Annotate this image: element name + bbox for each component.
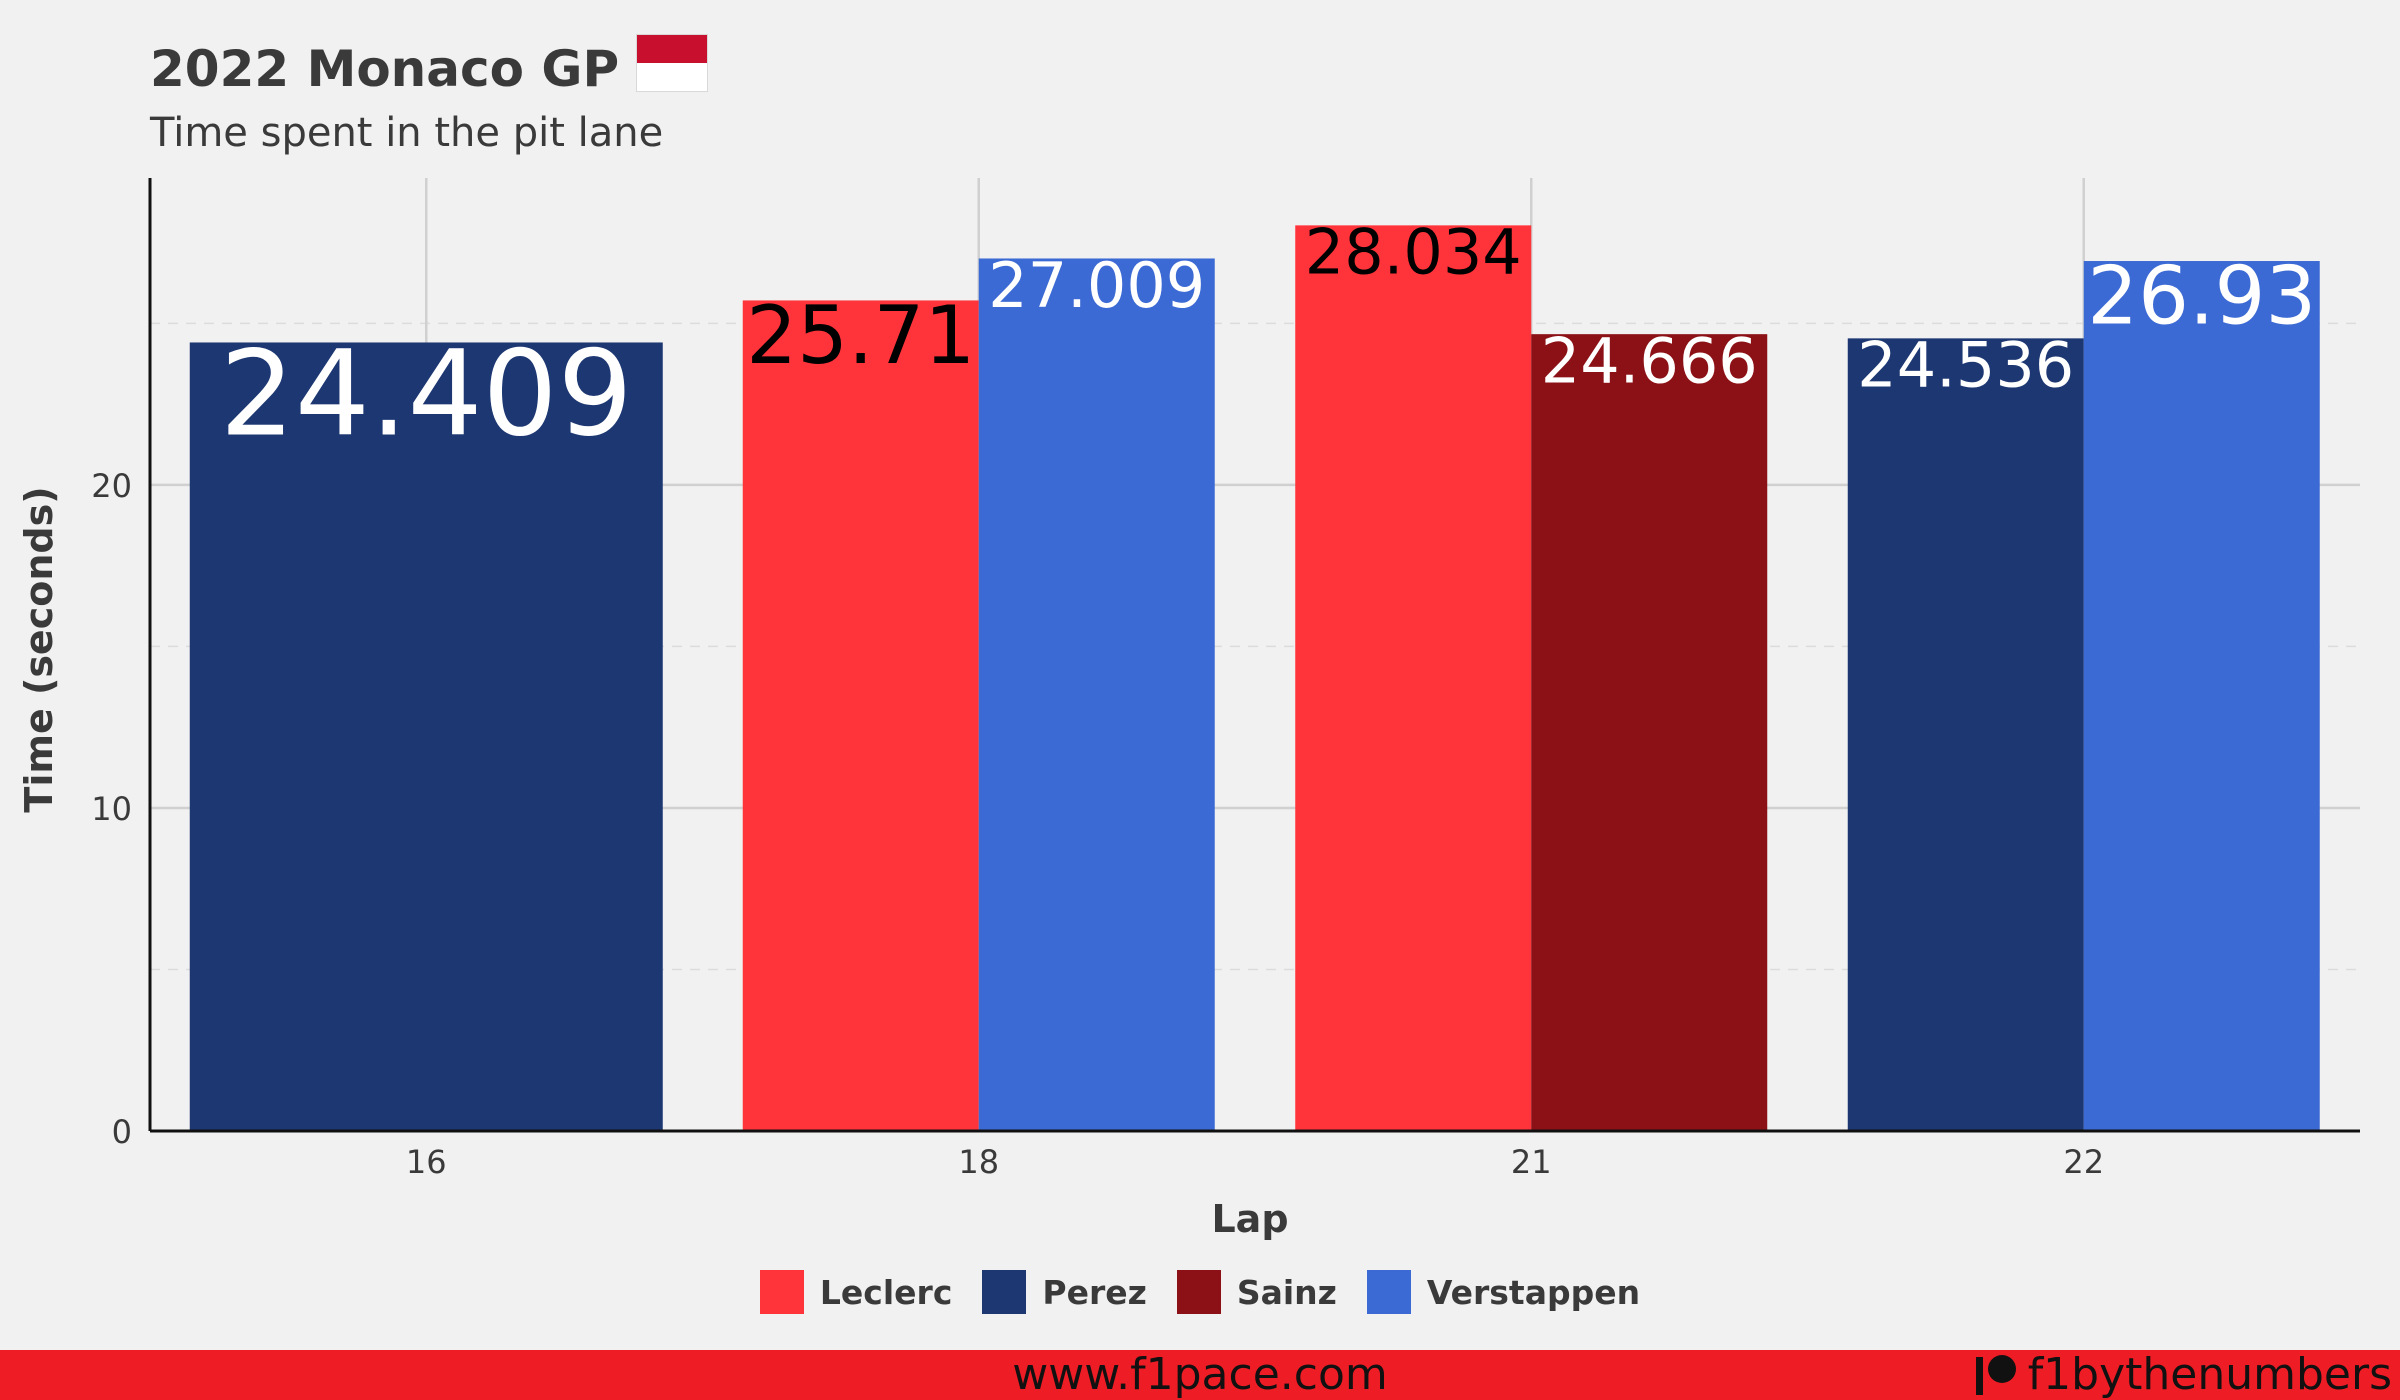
bar-value-label: 28.034	[1305, 216, 1522, 289]
bar-perez-lap-22[interactable]	[1847, 338, 2084, 1131]
chart-title-block: 2022 Monaco GP	[150, 34, 709, 98]
legend-label: Perez	[1042, 1272, 1147, 1312]
bar-value-label: 25.71	[746, 289, 975, 382]
legend-label: Verstappen	[1426, 1272, 1641, 1312]
legend-item-verstappen[interactable]: Verstappen	[1366, 1270, 1641, 1314]
x-tick-label: 18	[958, 1143, 999, 1181]
legend-label: Leclerc	[819, 1272, 953, 1312]
legend-item-sainz[interactable]: Sainz	[1176, 1270, 1337, 1314]
footer-handle-text: f1bythenumbers	[2027, 1349, 2392, 1400]
y-tick-label: 10	[91, 790, 132, 828]
monaco-flag-icon	[636, 34, 709, 92]
bar-leclerc-lap-18[interactable]	[742, 300, 979, 1131]
bar-sainz-lap-21[interactable]	[1531, 334, 1768, 1131]
bar-verstappen-lap-18[interactable]	[978, 258, 1215, 1132]
x-axis-label: Lap	[1211, 1197, 1288, 1241]
legend-swatch	[1176, 1270, 1221, 1314]
bar-perez-lap-16[interactable]	[189, 342, 663, 1131]
bar-value-label: 24.409	[220, 325, 633, 463]
flag-top-stripe	[637, 35, 708, 63]
y-tick-label: 20	[91, 467, 132, 505]
footer-handle[interactable]: f1bythenumbers	[1974, 1350, 2392, 1400]
x-tick-label: 21	[1511, 1143, 1552, 1181]
flag-bottom-stripe	[637, 63, 708, 91]
chart-legend: Leclerc Perez Sainz Verstappen	[0, 1270, 2400, 1314]
legend-swatch	[982, 1270, 1027, 1314]
bar-value-label: 24.536	[1857, 329, 2074, 402]
y-axis-label: Time (seconds)	[17, 486, 61, 812]
bar-value-label: 26.93	[2087, 249, 2316, 342]
bar-value-label: 27.009	[988, 249, 1205, 322]
legend-label: Sainz	[1236, 1272, 1337, 1312]
x-tick-label: 22	[2063, 1143, 2104, 1181]
bar-leclerc-lap-21[interactable]	[1295, 225, 1532, 1131]
legend-item-leclerc[interactable]: Leclerc	[759, 1270, 953, 1314]
legend-swatch	[1366, 1270, 1411, 1314]
footer-banner: www.f1pace.com f1bythenumbers	[0, 1350, 2400, 1400]
patreon-icon	[1974, 1353, 2018, 1397]
chart-title: 2022 Monaco GP	[150, 40, 620, 98]
chart-subtitle: Time spent in the pit lane	[150, 110, 664, 156]
bar-verstappen-lap-22[interactable]	[2083, 261, 2320, 1132]
bar-value-label: 24.666	[1541, 325, 1758, 398]
y-tick-label: 0	[112, 1113, 132, 1151]
x-tick-label: 16	[406, 1143, 447, 1181]
legend-swatch	[759, 1270, 804, 1314]
legend-item-perez[interactable]: Perez	[982, 1270, 1147, 1314]
footer-url[interactable]: www.f1pace.com	[1012, 1349, 1388, 1400]
